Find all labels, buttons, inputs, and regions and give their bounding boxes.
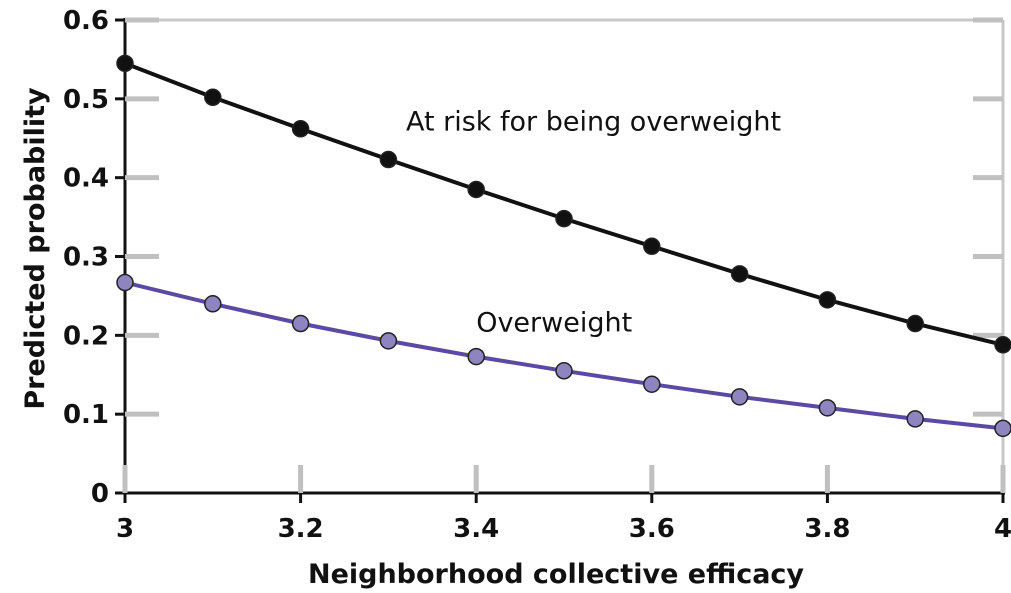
x-axis-title: Neighborhood collective efficacy [308,559,804,590]
data-point [555,209,573,228]
data-point [116,273,134,292]
data-point [730,388,749,406]
data-point [291,120,310,138]
data-point [555,362,573,380]
data-point [906,314,924,333]
series-line [124,280,1004,431]
x-tick-label: 3.6 [629,514,675,544]
data-point [467,180,485,199]
data-point [467,347,485,366]
data-point [379,332,398,350]
data-point [116,54,134,73]
series-lines [116,54,1011,438]
y-ticks: 0 0.1 0.2 0.3 0.4 0.5 0.6 [63,6,1003,509]
y-tick-label: 0.1 [63,400,109,430]
axes [123,18,1005,495]
data-point [204,88,222,107]
data-point [994,336,1011,354]
x-ticks: 3 3.2 3.4 3.6 3.8 4 [116,465,1011,544]
data-point [643,237,661,256]
data-point [643,375,661,393]
data-point [204,295,222,313]
y-tick-label: 0.3 [63,243,109,273]
x-tick-label: 3 [116,514,134,544]
series-label-overweight: Overweight [476,307,632,338]
y-tick-label: 0.4 [63,164,109,194]
data-point [730,265,749,283]
y-tick-label: 0 [91,479,109,509]
data-point [818,399,837,417]
x-tick-label: 3.2 [278,514,324,544]
y-tick-label: 0.2 [63,321,109,351]
x-tick-label: 4 [994,514,1011,544]
series-0 [116,54,1011,354]
y-tick-label: 0.5 [63,85,109,115]
x-tick-label: 3.4 [453,514,499,544]
series-1 [116,273,1011,438]
data-point [379,150,398,169]
data-point [818,291,837,309]
series-label-at-risk: At risk for being overweight [406,106,781,137]
y-axis-title: Predicted probability [20,87,51,410]
y-tick-label: 0.6 [63,6,109,36]
data-point [994,419,1011,438]
data-point [291,314,310,333]
x-tick-label: 3.8 [804,514,850,544]
data-point [906,410,924,428]
